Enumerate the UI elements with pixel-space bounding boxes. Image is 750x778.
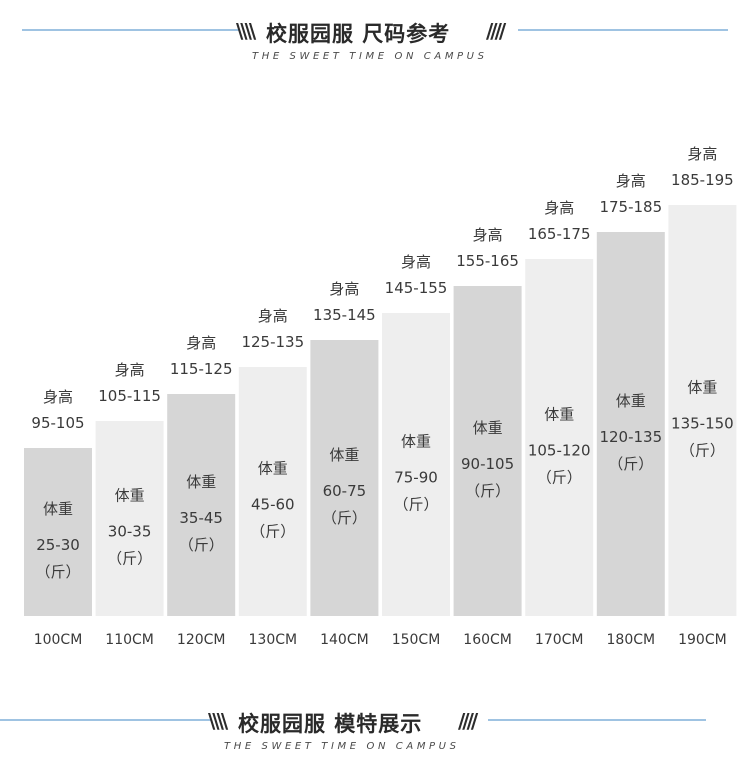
size-bar	[24, 448, 92, 616]
size-category-label: 160CM	[463, 632, 512, 648]
weight-label: 体重	[401, 433, 431, 451]
weight-label: 体重	[115, 487, 145, 505]
height-range-label: 165-175	[528, 225, 591, 243]
height-label: 身高	[115, 361, 145, 379]
weight-label: 体重	[473, 419, 503, 437]
header-rule-left	[22, 29, 240, 31]
weight-range-label: 90-105	[461, 455, 514, 473]
height-label: 身高	[43, 388, 73, 406]
size-category-label: 140CM	[320, 632, 369, 648]
weight-label: 体重	[616, 392, 646, 410]
size-category-label: 180CM	[607, 632, 656, 648]
weight-unit-label: （斤）	[608, 455, 653, 473]
weight-label: 体重	[186, 473, 216, 491]
weight-unit-label: （斤）	[179, 536, 224, 554]
header-slashes-left: \\\\	[236, 19, 256, 43]
size-bar	[382, 313, 450, 616]
size-category-label: 150CM	[392, 632, 441, 648]
weight-unit-label: （斤）	[107, 550, 152, 568]
height-label: 身高	[401, 253, 431, 271]
footer-slashes-left: \\\\	[208, 709, 228, 733]
weight-range-label: 30-35	[108, 523, 152, 541]
weight-label: 体重	[43, 500, 73, 518]
weight-unit-label: （斤）	[393, 496, 438, 514]
size-category-label: 120CM	[177, 632, 226, 648]
model-display-header: \\\\ 校服园服 模特展示 //// THE SWEET TIME ON CA…	[0, 708, 750, 768]
weight-unit-label: （斤）	[537, 469, 582, 487]
size-bar	[525, 259, 594, 616]
height-range-label: 125-135	[241, 333, 304, 351]
footer-slashes-right: ////	[458, 709, 478, 733]
weight-label: 体重	[258, 460, 288, 478]
weight-label: 体重	[544, 406, 574, 424]
size-reference-header: \\\\ 校服园服 尺码参考 //// THE SWEET TIME ON CA…	[0, 18, 750, 78]
size-category-label: 190CM	[678, 632, 727, 648]
weight-unit-label: （斤）	[35, 563, 80, 581]
weight-range-label: 45-60	[251, 496, 295, 514]
height-label: 身高	[186, 334, 216, 352]
height-range-label: 135-145	[313, 306, 376, 324]
size-bar	[238, 367, 307, 616]
weight-range-label: 35-45	[179, 509, 223, 527]
height-range-label: 115-125	[170, 360, 233, 378]
size-category-label: 100CM	[34, 632, 83, 648]
weight-unit-label: （斤）	[465, 482, 510, 500]
header-subtitle: THE SWEET TIME ON CAMPUS	[252, 51, 488, 62]
footer-subtitle: THE SWEET TIME ON CAMPUS	[224, 741, 460, 752]
size-bar	[310, 340, 379, 616]
height-label: 身高	[687, 145, 717, 163]
height-range-label: 95-105	[31, 414, 84, 432]
height-label: 身高	[616, 172, 646, 190]
size-bar	[453, 286, 522, 616]
weight-unit-label: （斤）	[322, 509, 367, 527]
weight-unit-label: （斤）	[250, 523, 295, 541]
size-category-label: 130CM	[249, 632, 298, 648]
weight-range-label: 135-150	[671, 415, 734, 433]
weight-range-label: 120-135	[599, 428, 662, 446]
size-bar	[668, 205, 737, 616]
height-range-label: 155-165	[456, 252, 519, 270]
height-label: 身高	[329, 280, 359, 298]
size-bar	[167, 394, 236, 616]
weight-range-label: 105-120	[528, 442, 591, 460]
header-rule-right	[518, 29, 728, 31]
weight-range-label: 60-75	[323, 482, 367, 500]
footer-rule-right	[488, 719, 706, 721]
size-reference-title: 校服园服 尺码参考	[266, 22, 451, 46]
size-bar	[95, 421, 164, 616]
weight-range-label: 75-90	[394, 469, 438, 487]
weight-label: 体重	[329, 446, 359, 464]
size-category-label: 110CM	[105, 632, 154, 648]
height-range-label: 185-195	[671, 171, 734, 189]
weight-label: 体重	[687, 379, 717, 397]
model-display-title: 校服园服 模特展示	[238, 712, 423, 736]
weight-range-label: 25-30	[36, 536, 80, 554]
height-range-label: 105-115	[98, 387, 161, 405]
size-bar	[596, 232, 665, 616]
height-range-label: 145-155	[385, 279, 448, 297]
height-label: 身高	[544, 199, 574, 217]
footer-rule-left	[0, 719, 212, 721]
height-range-label: 175-185	[599, 198, 662, 216]
weight-unit-label: （斤）	[680, 442, 725, 460]
header-slashes-right: ////	[486, 19, 506, 43]
height-label: 身高	[258, 307, 288, 325]
height-label: 身高	[473, 226, 503, 244]
size-category-label: 170CM	[535, 632, 584, 648]
